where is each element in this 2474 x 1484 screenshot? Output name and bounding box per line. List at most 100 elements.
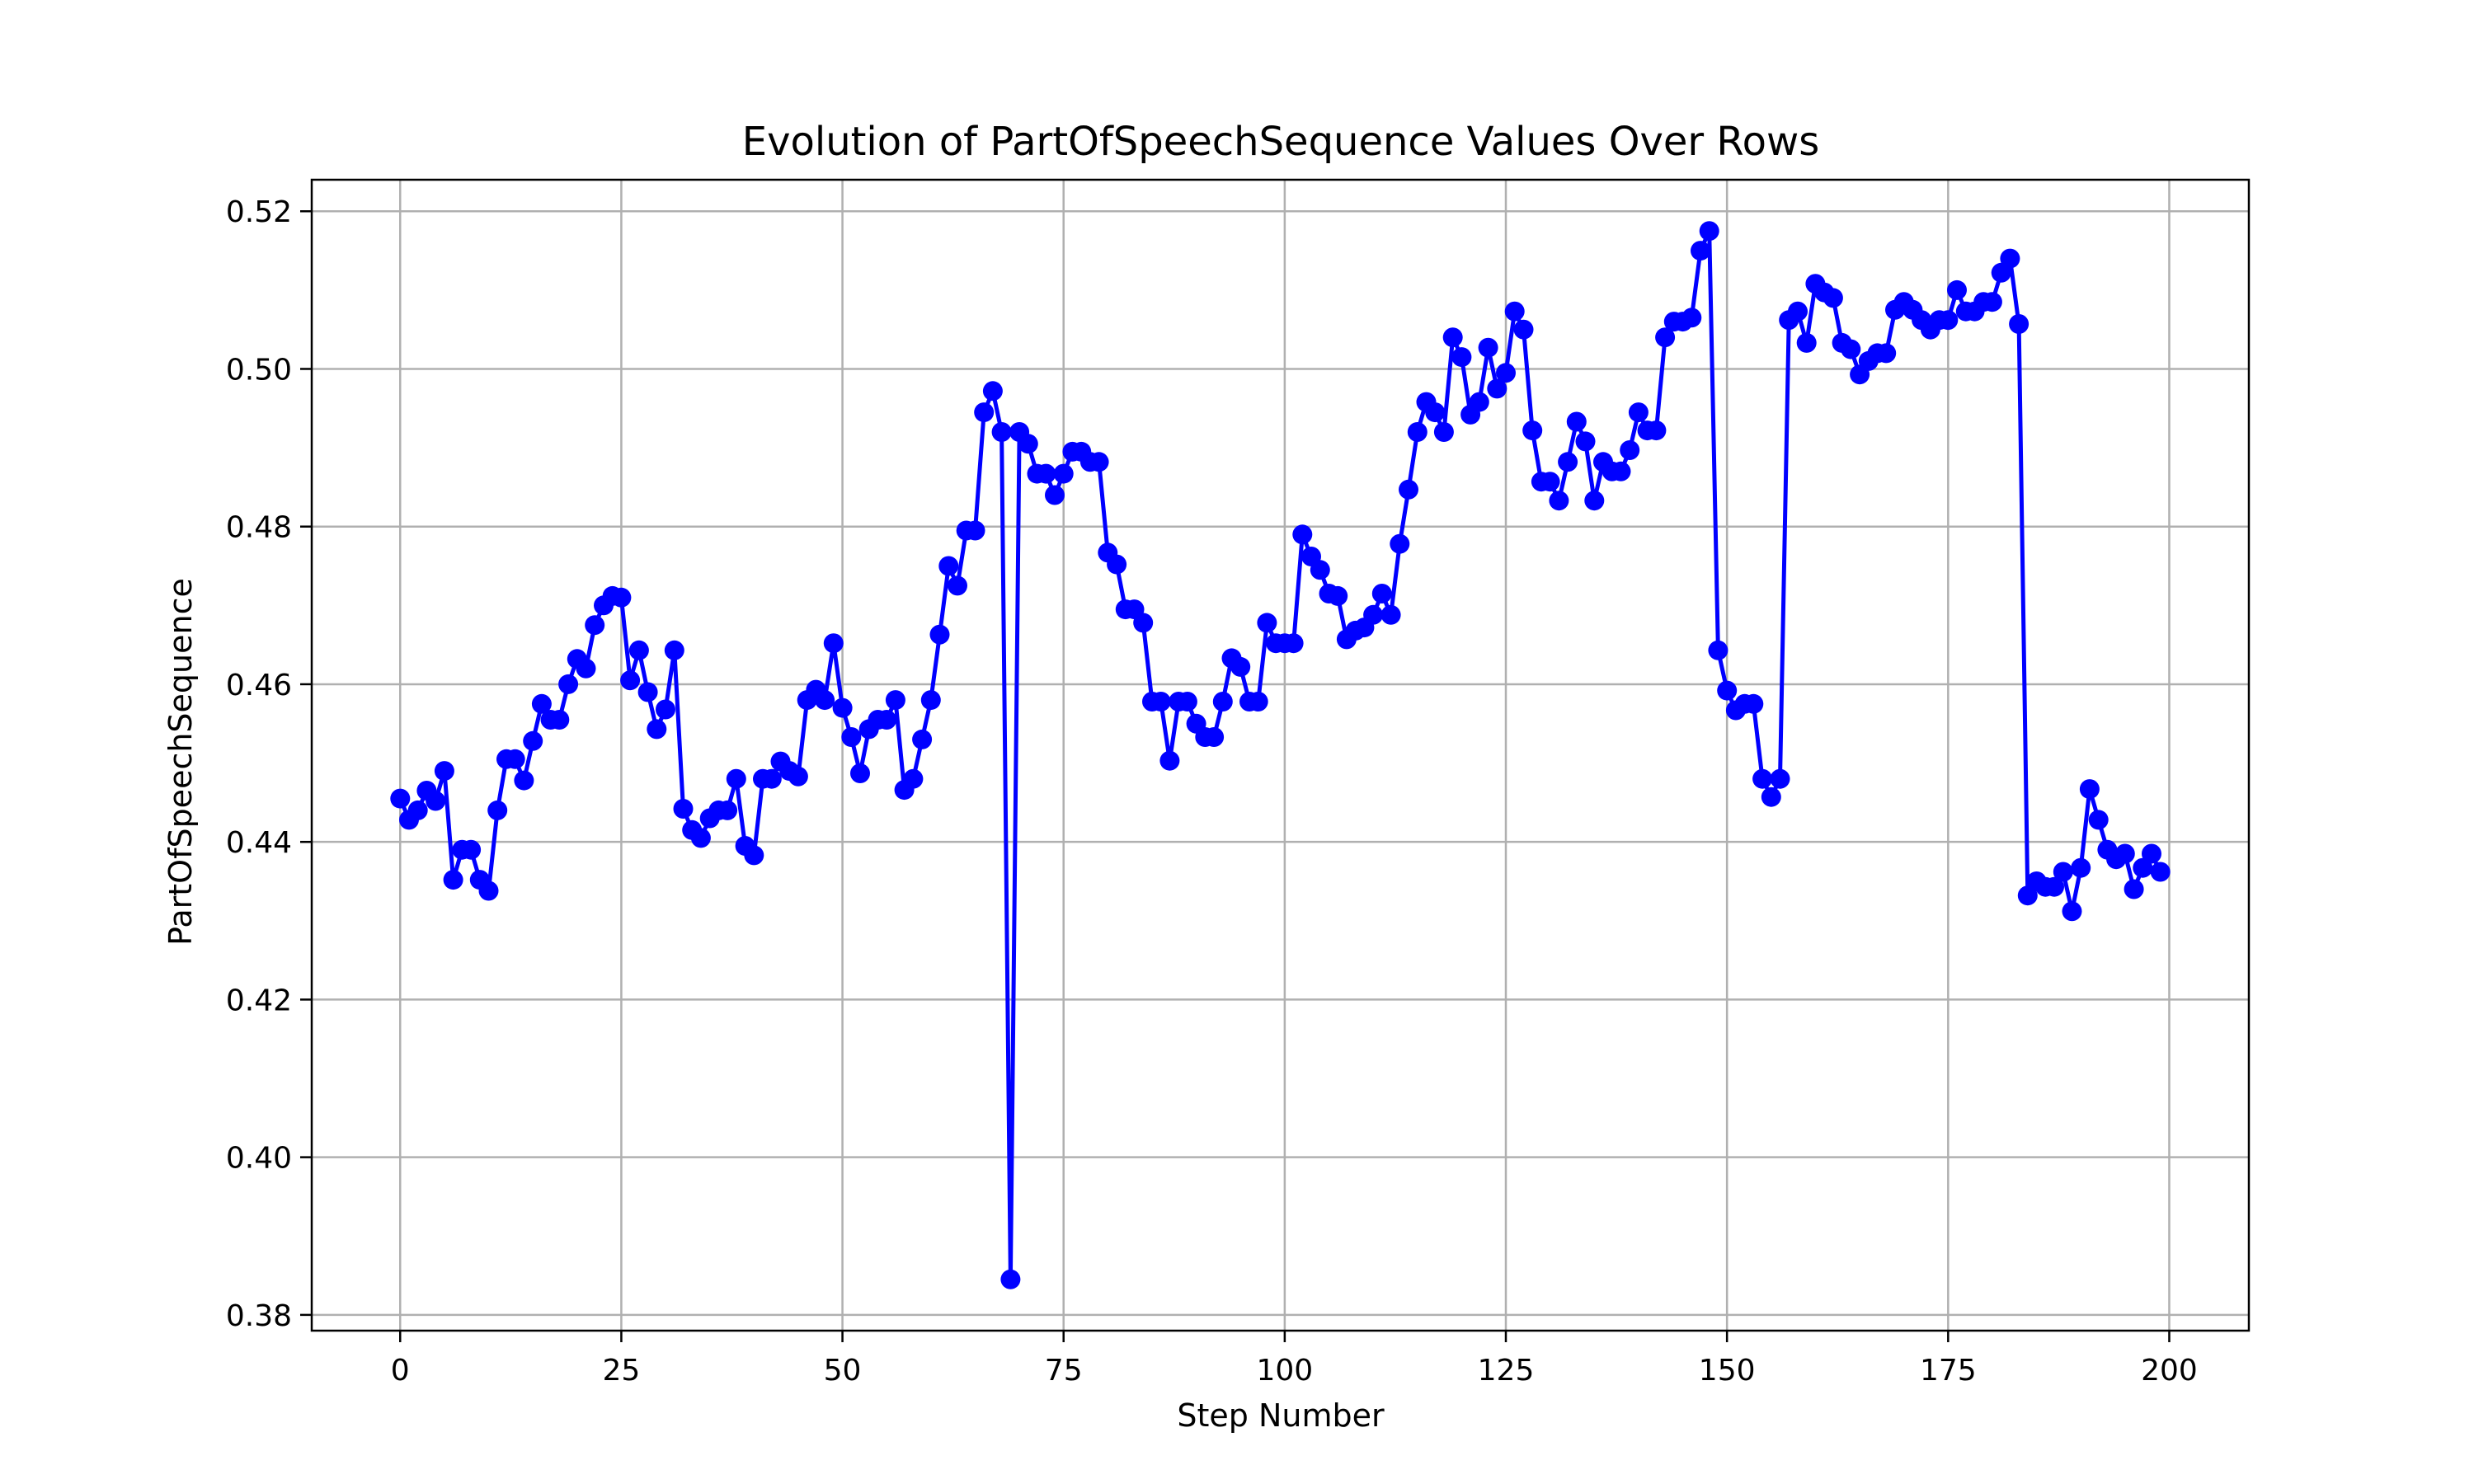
- data-point: [1451, 347, 1472, 368]
- series-layer: [390, 221, 2171, 1289]
- data-point: [1708, 640, 1729, 660]
- x-axis-label: Step Number: [1177, 1397, 1385, 1434]
- data-point: [1788, 301, 1808, 322]
- data-point: [1841, 339, 1861, 359]
- data-point: [2053, 862, 2073, 882]
- x-tick-label: 0: [391, 1354, 410, 1388]
- data-point: [1380, 604, 1401, 625]
- data-point: [1053, 463, 1074, 484]
- data-point: [877, 710, 897, 730]
- data-point: [1611, 461, 1631, 481]
- data-point: [920, 690, 941, 711]
- y-tick-label: 0.48: [226, 511, 292, 545]
- data-point: [1089, 452, 1109, 472]
- data-point: [514, 770, 534, 791]
- data-point: [505, 749, 525, 769]
- x-tick-label: 25: [603, 1354, 641, 1388]
- data-point: [576, 658, 596, 679]
- chart-title: Evolution of PartOfSpeechSequence Values…: [742, 119, 1819, 165]
- data-point: [1991, 262, 2011, 283]
- data-point: [2150, 862, 2171, 882]
- data-point: [1743, 693, 1764, 714]
- data-point: [1496, 363, 1516, 383]
- data-point: [1399, 479, 1418, 500]
- data-point: [903, 768, 924, 789]
- data-point: [1371, 584, 1392, 603]
- y-tick-label: 0.50: [226, 353, 292, 387]
- data-point: [726, 768, 746, 789]
- data-point: [2088, 810, 2109, 830]
- data-point: [788, 766, 808, 787]
- data-point: [761, 768, 782, 789]
- data-point: [523, 730, 543, 751]
- data-point: [1823, 288, 1843, 308]
- data-point: [1257, 613, 1277, 633]
- data-point: [1558, 452, 1578, 472]
- x-tick-label: 200: [2141, 1354, 2198, 1388]
- data-point: [611, 587, 632, 608]
- data-point: [2133, 857, 2153, 878]
- data-point: [815, 690, 835, 711]
- y-axis-label: PartOfSpeechSequence: [162, 578, 199, 946]
- y-tick-label: 0.44: [226, 826, 292, 860]
- data-point: [850, 763, 870, 783]
- data-point: [1761, 787, 1781, 807]
- plot-area: [310, 178, 2251, 1332]
- data-point: [1575, 431, 1596, 452]
- data-point: [2079, 779, 2100, 800]
- y-tick-label: 0.46: [226, 669, 292, 702]
- x-tick-label: 75: [1045, 1354, 1083, 1388]
- data-point: [1159, 750, 1180, 771]
- data-point: [487, 800, 508, 820]
- x-tick-label: 50: [824, 1354, 862, 1388]
- data-point: [628, 640, 649, 660]
- data-point: [965, 520, 985, 541]
- y-tick-label: 0.38: [226, 1299, 292, 1333]
- data-point: [1549, 491, 1569, 511]
- data-point: [478, 881, 499, 901]
- data-point: [2044, 876, 2064, 897]
- data-point: [841, 727, 862, 747]
- data-point: [1540, 472, 1560, 492]
- series-line: [397, 228, 2162, 1282]
- data-point: [1018, 434, 1038, 454]
- data-point: [1691, 241, 1710, 261]
- x-tick-label: 100: [1257, 1354, 1314, 1388]
- data-point: [2062, 901, 2082, 922]
- gridlines: [312, 180, 2249, 1331]
- data-point: [2114, 843, 2135, 864]
- data-point: [1646, 420, 1667, 441]
- data-point: [2009, 314, 2030, 334]
- axis-ticks: 0 25 50 75 100 125 150 175 200 0.38 0.40 0.42 0.44 0.…: [226, 195, 2198, 1388]
- data-point: [461, 839, 482, 860]
- data-point: [1407, 422, 1427, 442]
- data-point: [823, 633, 844, 654]
- data-point: [1283, 633, 1304, 654]
- data-point: [2017, 885, 2038, 906]
- data-point: [912, 729, 933, 749]
- data-point: [1310, 560, 1330, 580]
- data-point: [656, 699, 675, 720]
- data-point: [1036, 463, 1056, 484]
- data-point: [434, 761, 454, 782]
- data-point: [1177, 692, 1197, 711]
- data-point: [717, 800, 738, 820]
- data-point: [885, 690, 905, 711]
- y-tick-label: 0.52: [226, 195, 292, 229]
- data-point: [1770, 768, 1790, 789]
- data-point: [982, 381, 1003, 402]
- x-tick-label: 175: [1920, 1354, 1977, 1388]
- data-point: [620, 670, 641, 691]
- data-point: [585, 615, 605, 636]
- y-tick-label: 0.42: [226, 984, 292, 1017]
- data-point: [974, 402, 995, 423]
- data-point: [1150, 692, 1171, 711]
- data-point: [1390, 533, 1410, 554]
- data-point: [1620, 440, 1640, 460]
- data-point: [407, 800, 428, 820]
- data-point: [1681, 308, 1702, 328]
- data-point: [1566, 411, 1587, 432]
- data-point: [1204, 727, 1225, 747]
- data-point: [426, 791, 446, 811]
